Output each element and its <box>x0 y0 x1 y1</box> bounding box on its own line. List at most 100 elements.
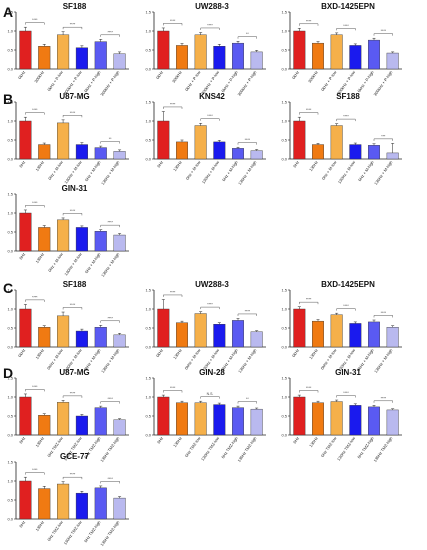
bar <box>38 415 51 436</box>
y-tick-label: 1.0 <box>145 307 151 312</box>
bar <box>75 227 88 252</box>
significance-label: **** <box>245 309 251 313</box>
chart-title: UW288-3 <box>195 280 229 289</box>
chart-title: U87-MG <box>59 368 89 377</box>
x-tick-label: 0kHz <box>17 70 26 80</box>
x-tick-label: 130Hz <box>172 160 183 172</box>
x-tick-label: 130Hz + M-high <box>100 348 120 374</box>
x-tick-label: 300kHz + P-high <box>372 70 393 97</box>
significance-label: **** <box>70 111 76 115</box>
x-tick-label: 0Hz + M-high <box>357 160 375 182</box>
significance-label: **** <box>245 138 251 142</box>
bar <box>232 42 244 70</box>
bar <box>312 320 324 348</box>
significance-label: **** <box>170 102 176 106</box>
x-tick-label: 0Hz <box>18 520 26 529</box>
significance-label: **** <box>381 396 387 400</box>
y-tick-label: 0.5 <box>281 48 287 53</box>
y-tick-label: 0.0 <box>145 345 151 350</box>
x-tick-label: 0Hz + M-low <box>47 252 64 273</box>
significance-label: **** <box>70 473 76 477</box>
bar <box>19 120 32 160</box>
x-tick-label: 130Hz + M-low <box>63 160 83 185</box>
significance-label: **** <box>70 303 76 307</box>
y-tick-label: 1.0 <box>7 479 13 484</box>
significance-label: ** <box>246 397 249 401</box>
x-tick-label: 0kHz + P-high <box>220 70 239 94</box>
bar <box>250 408 263 436</box>
bar <box>312 144 324 160</box>
x-tick-label: 130Hz TMZ-low <box>200 436 220 462</box>
chart-title: UW288-3 <box>195 2 229 11</box>
bar <box>176 45 188 70</box>
bar <box>386 152 399 160</box>
x-tick-label: 0Hz + M-high <box>221 160 239 182</box>
bar <box>94 407 107 436</box>
y-tick-label: 0.0 <box>145 157 151 162</box>
bar <box>19 396 32 436</box>
significance-label: **** <box>306 108 312 112</box>
y-tick-label: 1.5 <box>7 100 13 105</box>
significance-label: **** <box>381 29 387 33</box>
bar <box>368 406 380 436</box>
significance-label: **** <box>306 19 312 23</box>
chart-0: SF188 0.0 0.5 1.0 1.5 0kHz 300kHz 0kHz + P-low 3… <box>7 2 129 97</box>
x-tick-label: 130Hz <box>308 160 319 172</box>
y-tick-label: 1.5 <box>7 10 13 15</box>
bar <box>57 315 70 348</box>
x-tick-label: 0Hz <box>18 252 26 261</box>
bar <box>368 145 380 160</box>
significance-label: ** <box>246 32 249 36</box>
x-tick-label: 0Hz + M-low <box>185 160 202 181</box>
chart-title: GIN-28 <box>199 368 225 377</box>
bar <box>113 234 126 252</box>
bar <box>250 150 263 160</box>
x-tick-label: 130Hz + M-high <box>237 160 257 186</box>
chart-title: BXD-1425EPN <box>321 2 375 11</box>
bar <box>38 488 51 520</box>
significance-label: **** <box>107 221 113 225</box>
x-tick-label: 130Hz TMZ-high <box>372 436 393 463</box>
bar <box>386 409 399 436</box>
y-tick-label: 0.0 <box>7 157 13 162</box>
significance-label: ** <box>109 137 112 141</box>
x-tick-label: 300kHz + P-high <box>236 70 257 97</box>
x-tick-label: 130Hz + M-high <box>373 160 393 186</box>
x-tick-label: 0Hz TMZ-high <box>83 520 102 544</box>
x-tick-label: 0Hz <box>292 160 300 169</box>
bar <box>38 46 51 70</box>
significance-label: **** <box>70 209 76 213</box>
bar <box>176 402 188 436</box>
bar <box>75 47 88 70</box>
bar <box>330 401 343 436</box>
y-tick-label: 0.5 <box>145 414 151 419</box>
x-tick-label: 130Hz + M-low <box>201 160 221 185</box>
bar <box>312 402 324 436</box>
x-tick-label: 0kHz + P-low <box>320 70 338 92</box>
x-tick-label: 130Hz <box>34 520 45 532</box>
significance-label: **** <box>170 290 176 294</box>
bar <box>94 487 107 520</box>
bar <box>232 407 244 436</box>
y-tick-label: 0.0 <box>7 67 13 72</box>
bar <box>19 308 32 348</box>
significance-label: **** <box>32 108 38 112</box>
bar <box>38 227 51 252</box>
y-tick-label: 1.0 <box>281 395 287 400</box>
significance-label: **** <box>32 18 38 22</box>
chart-title: GCE-77 <box>60 452 89 461</box>
y-tick-label: 0.5 <box>281 326 287 331</box>
x-tick-label: 0Hz <box>292 436 300 445</box>
y-tick-label: 1.0 <box>7 29 13 34</box>
x-tick-label: 0kHz <box>291 70 300 80</box>
x-tick-label: 130Hz + M-high <box>100 252 120 278</box>
bar <box>176 141 188 160</box>
chart-title: SF188 <box>63 280 87 289</box>
x-tick-label: 0Hz TMZ-low <box>320 436 338 458</box>
bar <box>19 30 32 70</box>
